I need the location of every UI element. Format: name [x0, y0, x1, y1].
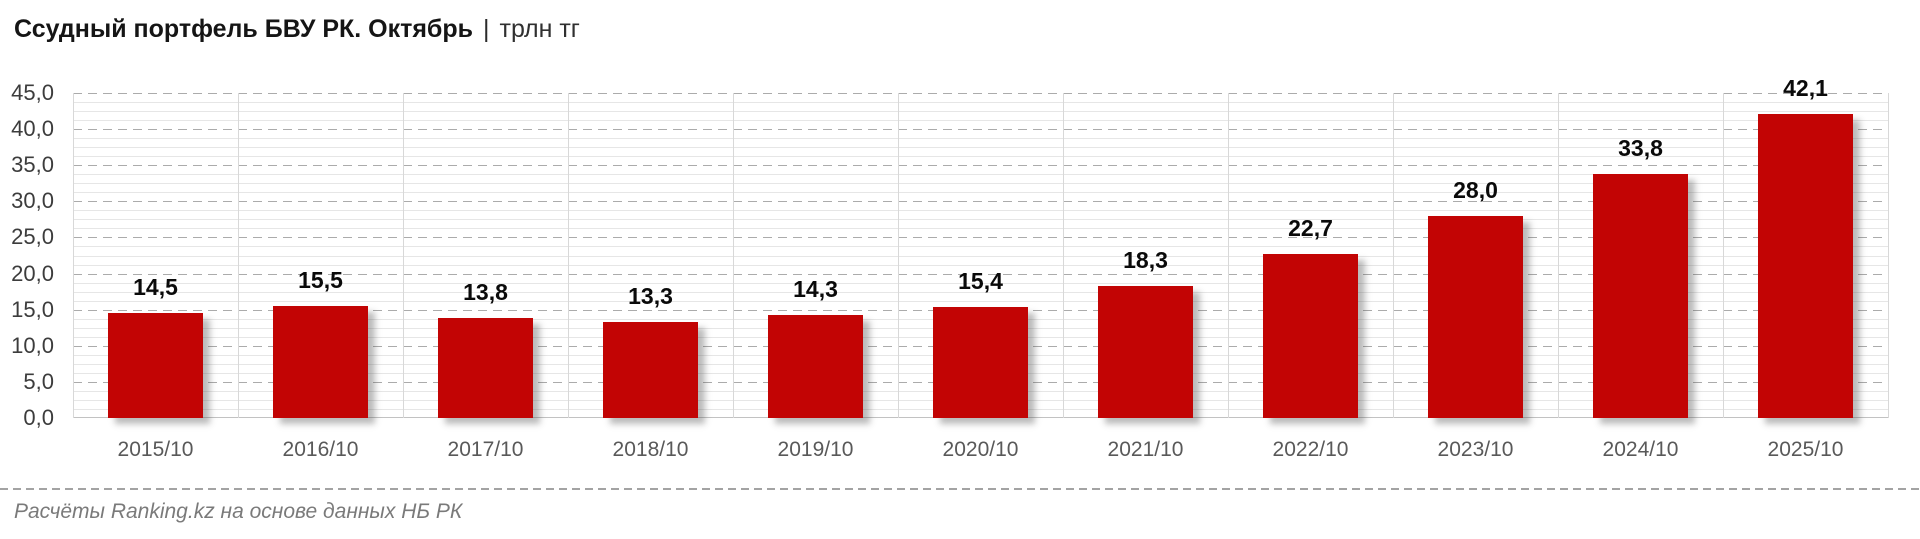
- x-axis-tick-label: 2017/10: [447, 438, 524, 461]
- bar-value-label: 15,4: [958, 267, 1003, 294]
- bar: [1428, 215, 1523, 418]
- gridline-major: [73, 237, 1888, 239]
- gridline-minor: [73, 192, 1888, 194]
- gridline-minor: [73, 228, 1888, 230]
- gridline-vertical: [1888, 93, 1889, 418]
- gridline-major: [73, 129, 1888, 131]
- x-axis-tick-label: 2015/10: [117, 438, 194, 461]
- gridline-vertical: [1723, 93, 1724, 418]
- bar: [1593, 173, 1688, 418]
- y-axis-tick-label: 30,0: [11, 188, 54, 214]
- gridline-vertical: [238, 93, 239, 418]
- gridline-minor: [73, 120, 1888, 122]
- bar: [1758, 113, 1853, 418]
- x-axis-tick-label: 2020/10: [942, 438, 1019, 461]
- y-axis-tick-label: 40,0: [11, 116, 54, 142]
- gridline-minor: [73, 147, 1888, 149]
- gridline-major: [73, 201, 1888, 203]
- x-axis-tick-label: 2024/10: [1602, 438, 1679, 461]
- gridline-vertical: [898, 93, 899, 418]
- gridline-minor: [73, 255, 1888, 257]
- bar: [768, 314, 863, 418]
- gridline-vertical: [1393, 93, 1394, 418]
- y-axis: 0,0 5,0 10,0 15,0 20,0 25,0 30,0 35,0 40,0 45,0: [0, 80, 58, 430]
- gridline-vertical: [733, 93, 734, 418]
- x-axis-tick-label: 2016/10: [282, 438, 359, 461]
- bar-value-label: 22,7: [1288, 215, 1333, 242]
- plot-area: 14,5 15,5 13,8 13,3 14,3 15,4 18,3 22,7 28,0 33,8…: [73, 75, 1889, 418]
- gridline-minor: [73, 291, 1888, 293]
- bar-value-label: 42,1: [1783, 74, 1828, 101]
- chart-title-text: Ссудный портфель БВУ РК. Октябрь: [14, 15, 474, 43]
- x-axis-tick-label: 2018/10: [612, 438, 689, 461]
- y-axis-tick-label: 15,0: [11, 296, 54, 322]
- y-axis-tick-label: 45,0: [11, 80, 54, 105]
- gridline-vertical: [1228, 93, 1229, 418]
- y-axis-tick-label: 5,0: [23, 368, 54, 394]
- gridline-minor: [73, 102, 1888, 104]
- gridline-vertical: [403, 93, 404, 418]
- gridline-minor: [73, 183, 1888, 185]
- gridline-minor: [73, 246, 1888, 248]
- title-separator-bar: |: [483, 15, 490, 43]
- bar-value-label: 15,5: [298, 267, 343, 294]
- gridline-minor: [73, 282, 1888, 284]
- x-axis-tick-label: 2025/10: [1767, 438, 1844, 461]
- y-axis-tick-label: 35,0: [11, 152, 54, 178]
- y-axis-tick-label: 10,0: [11, 332, 54, 358]
- gridline-minor: [73, 174, 1888, 176]
- gridline-major: [73, 273, 1888, 275]
- bar-value-label: 14,3: [793, 275, 838, 302]
- source-note: Расчёты Ranking.kz на основе данных НБ Р…: [14, 500, 463, 523]
- gridline-major: [73, 93, 1888, 94]
- bar: [273, 306, 368, 418]
- y-axis-tick-label: 0,0: [23, 405, 54, 430]
- bar: [1263, 254, 1358, 418]
- gridline-minor: [73, 210, 1888, 212]
- source-divider: [0, 488, 1920, 490]
- gridline-major: [73, 165, 1888, 167]
- bar: [603, 321, 698, 418]
- x-axis-tick-label: 2019/10: [777, 438, 854, 461]
- bar: [933, 306, 1028, 418]
- bar: [438, 318, 533, 418]
- gridline-minor: [73, 111, 1888, 113]
- gridline-vertical: [1558, 93, 1559, 418]
- gridline-minor: [73, 138, 1888, 140]
- y-axis-tick-label: 25,0: [11, 224, 54, 250]
- x-axis: 2015/10 2016/10 2017/10 2018/10 2019/10 2020/…: [73, 438, 1888, 468]
- bar-value-label: 28,0: [1453, 176, 1498, 203]
- y-axis-tick-label: 20,0: [11, 260, 54, 286]
- bar-value-label: 33,8: [1618, 134, 1663, 161]
- chart-title: Ссудный портфель БВУ РК. Октябрь | трлн тг: [14, 13, 580, 45]
- gridline-minor: [73, 300, 1888, 302]
- bar-value-label: 14,5: [133, 274, 178, 301]
- bar-value-label: 13,3: [628, 282, 673, 309]
- gridline-vertical: [1063, 93, 1064, 418]
- bar: [1098, 285, 1193, 418]
- bar-value-label: 18,3: [1123, 246, 1168, 273]
- chart-unit-label: трлн тг: [499, 15, 580, 43]
- bar-value-label: 13,8: [463, 279, 508, 306]
- gridline-vertical: [73, 93, 74, 418]
- gridline-minor: [73, 219, 1888, 221]
- x-axis-tick-label: 2022/10: [1272, 438, 1349, 461]
- gridline-minor: [73, 156, 1888, 158]
- gridline-vertical: [568, 93, 569, 418]
- x-axis-tick-label: 2021/10: [1107, 438, 1184, 461]
- gridline-minor: [73, 264, 1888, 266]
- bar: [108, 313, 203, 418]
- x-axis-tick-label: 2023/10: [1437, 438, 1514, 461]
